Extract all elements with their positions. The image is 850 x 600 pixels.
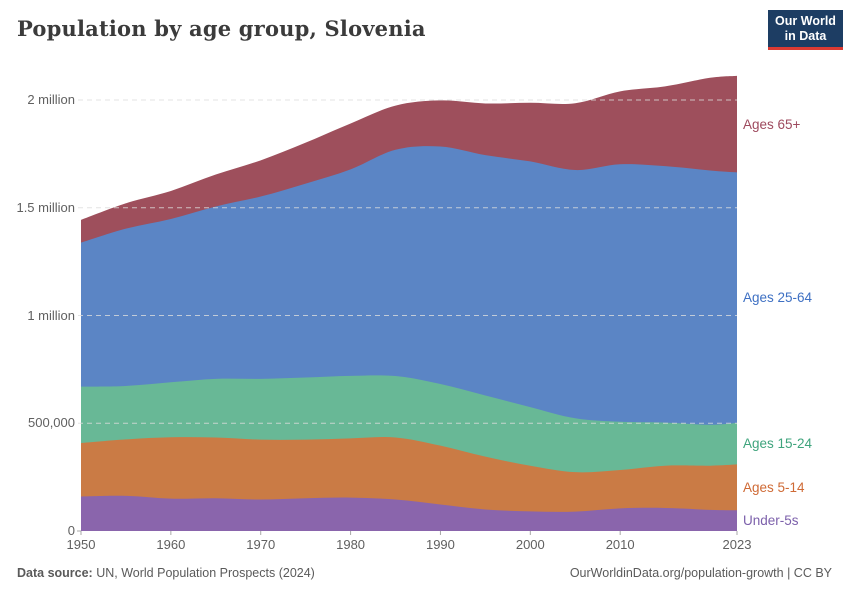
series-label-ages-15-24: Ages 15-24 (743, 436, 813, 452)
data-source-label: Data source: (17, 566, 93, 580)
x-axis-tick-label: 2000 (515, 537, 545, 552)
x-axis-tick-label: 1960 (156, 537, 186, 552)
y-axis-tick-label: 2 million (27, 92, 75, 107)
owid-logo-line2: in Data (784, 28, 827, 43)
x-axis-tick-label: 1990 (425, 537, 455, 552)
owid-logo-text: Our World in Data (768, 10, 843, 47)
y-axis-tick-label: 0 (67, 523, 75, 538)
x-axis-tick-label: 2010 (605, 537, 635, 552)
owid-logo-accent-bar (768, 47, 843, 50)
y-axis-tick-label: 500,000 (28, 415, 75, 431)
owid-logo[interactable]: Our World in Data (768, 10, 843, 50)
x-axis-tick-label: 1980 (336, 537, 366, 552)
x-axis-tick-label: 1970 (246, 537, 276, 552)
credit-link[interactable]: OurWorldinData.org/population-growth | C… (569, 566, 832, 580)
x-axis-tick-label: 2023 (722, 537, 752, 552)
page-title: Population by age group, Slovenia (17, 16, 426, 41)
area-under-5s[interactable] (81, 495, 737, 531)
data-source-value: UN, World Population Prospects (2024) (96, 566, 315, 580)
series-label-ages-5-14: Ages 5-14 (743, 479, 805, 495)
x-axis-tick-label: 1950 (66, 537, 96, 552)
y-axis-tick-label: 1.5 million (16, 199, 75, 215)
owid-logo-line1: Our World (775, 13, 836, 28)
chart-footer: Data source: UN, World Population Prospe… (0, 566, 850, 580)
series-label-under-5s: Under-5s (743, 513, 799, 529)
series-label-ages-25-64: Ages 25-64 (743, 290, 813, 306)
data-source-note: Data source: UN, World Population Prospe… (17, 566, 315, 580)
y-axis-tick-label: 1 million (27, 307, 75, 323)
series-label-ages-65-: Ages 65+ (743, 116, 801, 132)
